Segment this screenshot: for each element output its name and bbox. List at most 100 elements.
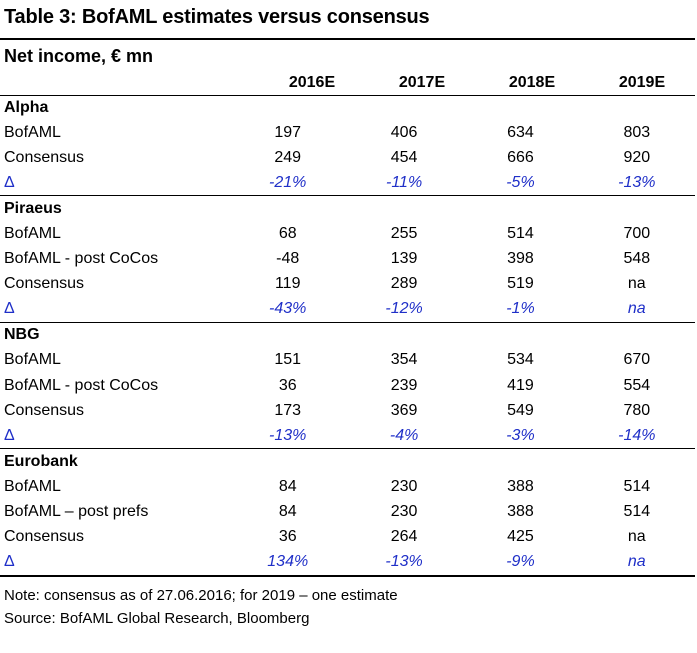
value-cell-2019e: na [627, 528, 646, 546]
value-cell-2018e: 514 [507, 225, 534, 243]
source-text: Source: BofAML Global Research, Bloomber… [4, 610, 310, 627]
value-cell-2019e: 700 [623, 225, 651, 243]
table-row: Consensus 173 369 549 780 [0, 398, 695, 423]
value-cell-2018e: 419 [507, 376, 534, 394]
table-row: BofAML 197 406 634 803 [0, 120, 695, 145]
value-cell-2017e: 354 [390, 351, 418, 369]
value-cell-2016e: 151 [274, 351, 302, 369]
value-cell-2018e: 388 [507, 503, 534, 521]
value-cell-2016e: -13% [229, 423, 346, 450]
value-cell-2016e: 249 [274, 148, 302, 166]
row-label: Δ [0, 170, 230, 197]
value-cell-2018e: -3% [462, 423, 579, 450]
value-cell-2016e: 134% [229, 549, 346, 577]
value-cell-2016e: 36 [278, 528, 297, 546]
value-cell-2018e: -1% [462, 296, 579, 323]
value-cell-2016e: 84 [278, 503, 297, 521]
value-cell-2018e: 634 [507, 123, 534, 141]
section-name: NBG [4, 326, 40, 344]
value-cell-2019e: 548 [623, 250, 651, 268]
row-label: Δ [0, 423, 230, 450]
table-row: Consensus 249 454 666 920 [0, 145, 695, 170]
value-cell-2018e: -5% [462, 170, 579, 197]
table-row: Consensus 36 264 425 na [0, 525, 695, 550]
value-cell-2018e: 534 [507, 351, 534, 369]
value-cell-2017e: -13% [345, 549, 463, 577]
table-row: BofAML 68 255 514 700 [0, 221, 695, 246]
value-cell-2017e: 239 [390, 376, 418, 394]
title-rule [0, 38, 695, 40]
value-cell-2019e: 554 [623, 376, 651, 394]
value-cell-2019e: na [578, 549, 695, 577]
value-cell-2018e: 425 [507, 528, 534, 546]
header-rule [0, 95, 695, 96]
row-label: BofAML - post CoCos [4, 250, 159, 268]
value-cell-2016e: 173 [274, 401, 302, 419]
row-label: Consensus [4, 148, 85, 166]
table-row: BofAML – post prefs 84 230 388 514 [0, 500, 695, 525]
value-cell-2016e: 197 [274, 123, 302, 141]
delta-row: Δ -21% -11% -5% -13% [0, 170, 695, 197]
value-cell-2018e: 666 [507, 148, 534, 166]
table-row: BofAML - post CoCos 36 239 419 554 [0, 373, 695, 398]
delta-row: Δ -43% -12% -1% na [0, 296, 695, 323]
note-text: Note: consensus as of 27.06.2016; for 20… [4, 587, 398, 604]
value-cell-2019e: 780 [623, 401, 651, 419]
column-header-2016e: 2016E [288, 74, 336, 91]
table-title: Table 3: BofAML estimates versus consens… [4, 6, 430, 28]
column-header-2017e: 2017E [398, 74, 446, 91]
value-cell-2017e: 139 [390, 250, 418, 268]
estimates-table: Alpha BofAML 197 406 634 803 Consensus 249 454 66… [0, 95, 695, 577]
value-cell-2018e: 549 [507, 401, 534, 419]
section-header-row: Piraeus [0, 196, 695, 222]
value-cell-2017e: 264 [390, 528, 418, 546]
row-label: BofAML [4, 477, 61, 495]
row-label: Consensus [4, 528, 85, 546]
value-cell-2017e: 369 [390, 401, 418, 419]
section-header-row: NBG [0, 322, 695, 348]
value-cell-2019e: -14% [578, 423, 695, 450]
column-header-2018e: 2018E [508, 74, 556, 91]
value-cell-2016e: -48 [276, 250, 300, 268]
table-row: Consensus 119 289 519 na [0, 272, 695, 297]
value-cell-2016e: 119 [274, 275, 301, 293]
row-label: Consensus [4, 275, 85, 293]
value-cell-2018e: 388 [507, 477, 534, 495]
table-subtitle: Net income, € mn [4, 46, 154, 66]
row-label: BofAML - post CoCos [4, 376, 159, 394]
value-cell-2018e: -9% [462, 549, 579, 577]
value-cell-2017e: -4% [345, 423, 463, 450]
row-label: BofAML [4, 351, 61, 369]
delta-row: Δ -13% -4% -3% -14% [0, 423, 695, 450]
table-row: BofAML 151 354 534 670 [0, 348, 695, 373]
value-cell-2017e: 454 [390, 148, 418, 166]
value-cell-2019e: 514 [623, 503, 651, 521]
value-cell-2017e: -11% [345, 170, 463, 197]
table-row: BofAML - post CoCos -48 139 398 548 [0, 247, 695, 272]
value-cell-2019e: 670 [623, 351, 651, 369]
value-cell-2017e: 230 [390, 503, 418, 521]
row-label: Δ [0, 296, 230, 323]
value-cell-2018e: 519 [507, 275, 534, 293]
row-label: BofAML [4, 225, 61, 243]
value-cell-2016e: 68 [278, 225, 297, 243]
value-cell-2016e: -43% [229, 296, 346, 323]
row-label: BofAML [4, 123, 61, 141]
row-label: Δ [0, 549, 230, 577]
row-label: BofAML – post prefs [4, 503, 149, 521]
column-header-2019e: 2019E [618, 74, 666, 91]
section-name: Alpha [4, 98, 49, 116]
section-header-row: Alpha [0, 95, 695, 120]
value-cell-2016e: -21% [229, 170, 346, 197]
value-cell-2017e: 406 [390, 123, 418, 141]
value-cell-2017e: 230 [390, 477, 418, 495]
value-cell-2017e: 289 [390, 275, 418, 293]
value-cell-2017e: -12% [345, 296, 463, 323]
value-cell-2018e: 398 [507, 250, 534, 268]
delta-row: Δ 134% -13% -9% na [0, 549, 695, 577]
value-cell-2019e: na [627, 275, 646, 293]
section-name: Eurobank [4, 452, 78, 470]
value-cell-2017e: 255 [390, 225, 418, 243]
value-cell-2016e: 84 [278, 477, 297, 495]
